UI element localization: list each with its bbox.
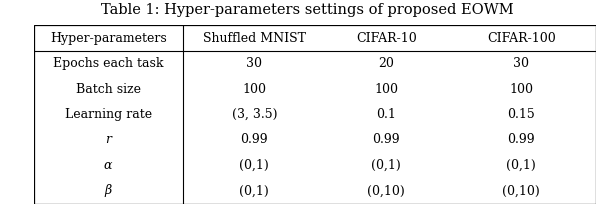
Text: (0,10): (0,10) — [502, 184, 540, 197]
Text: 0.99: 0.99 — [373, 133, 400, 146]
Text: 0.15: 0.15 — [507, 108, 535, 121]
Text: (0,1): (0,1) — [507, 159, 536, 172]
Text: 30: 30 — [246, 57, 262, 70]
Text: CIFAR-10: CIFAR-10 — [356, 32, 417, 45]
Text: Batch size: Batch size — [76, 82, 141, 96]
Text: β: β — [104, 184, 112, 197]
Text: (0,1): (0,1) — [239, 184, 269, 197]
Text: Hyper-parameters: Hyper-parameters — [50, 32, 166, 45]
Text: CIFAR-100: CIFAR-100 — [487, 32, 556, 45]
Text: 0.99: 0.99 — [507, 133, 535, 146]
Text: Epochs each task: Epochs each task — [53, 57, 163, 70]
Text: 30: 30 — [513, 57, 529, 70]
Text: 100: 100 — [243, 82, 266, 96]
Text: Learning rate: Learning rate — [64, 108, 152, 121]
Text: 100: 100 — [509, 82, 533, 96]
Text: (0,1): (0,1) — [371, 159, 401, 172]
Text: α: α — [104, 159, 112, 172]
Text: (0,10): (0,10) — [367, 184, 405, 197]
Text: r: r — [105, 133, 111, 146]
Text: Shuffled MNIST: Shuffled MNIST — [203, 32, 306, 45]
Text: 0.99: 0.99 — [241, 133, 268, 146]
Text: 0.1: 0.1 — [376, 108, 396, 121]
Text: Table 1: Hyper-parameters settings of proposed EOWM: Table 1: Hyper-parameters settings of pr… — [101, 3, 513, 17]
Text: 20: 20 — [378, 57, 394, 70]
Text: 100: 100 — [375, 82, 398, 96]
Text: (0,1): (0,1) — [239, 159, 269, 172]
Text: (3, 3.5): (3, 3.5) — [231, 108, 277, 121]
